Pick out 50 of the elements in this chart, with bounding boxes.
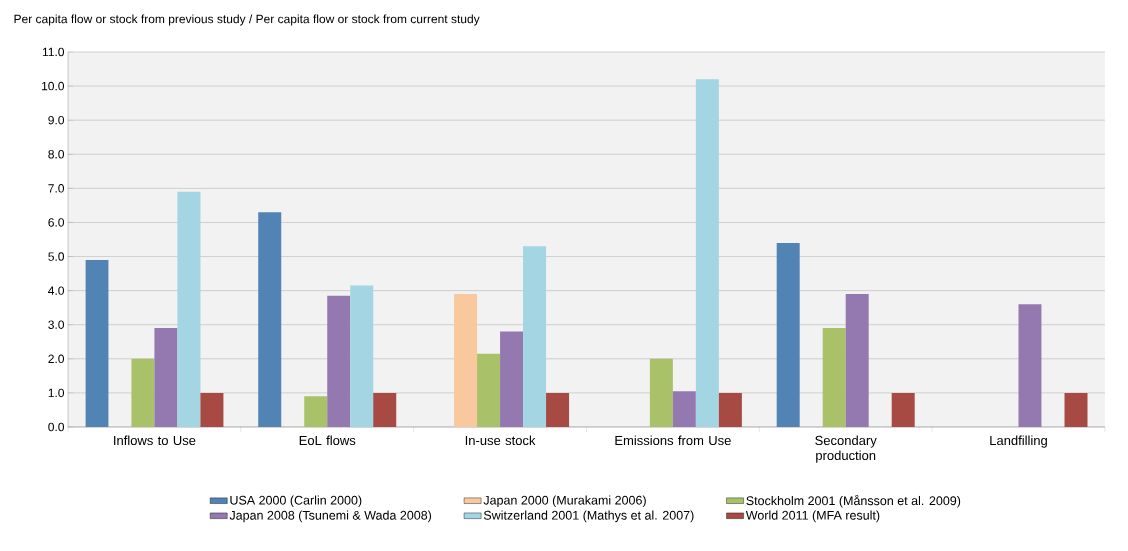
y-tick-label: 2.0 [48,354,65,364]
legend-label: Stockholm 2001 (Månsson et al. 2009) [746,494,961,508]
bar [546,392,570,427]
legend-label: USA 2000 (Carlin 2000) [230,495,362,508]
legend-label: World 2011 (MFA result) [745,510,880,523]
bar [154,328,178,427]
bar [845,294,869,427]
bar [672,391,696,427]
bar [718,392,742,427]
chart-title: Per capita flow or stock from previous study / Per capita flow or stock from current study [14,14,480,26]
legend-label: Japan 2000 (Murakami 2006) [483,495,646,508]
bar [327,295,351,427]
bar [373,392,397,427]
bar [454,294,478,427]
bar [200,392,224,427]
x-tick-label: Landfilling [990,435,1047,448]
y-tick-label: 10.0 [42,81,65,91]
y-tick-label: 11.0 [42,47,65,57]
y-tick-label: 0.0 [48,422,65,432]
bar [500,331,524,427]
bar [350,285,374,427]
y-tick-label: 1.0 [48,388,65,398]
legend-label: Japan 2008 (Tsunemi & Wada 2008) [229,510,432,523]
bar [649,358,673,427]
bar [822,328,846,427]
bar [776,242,800,427]
bar [85,259,109,427]
y-tick-label: 9.0 [48,115,65,125]
bar [523,246,547,427]
bar [258,212,282,427]
bar [131,358,155,427]
bar [304,396,328,427]
legend-label: Switzerland 2001 (Mathys et al. 2007) [483,510,694,523]
x-tick-label: Inflows to Use [114,435,196,446]
y-tick-label: 6.0 [48,218,65,227]
y-tick-label: 5.0 [48,252,65,261]
bar [477,353,501,427]
y-tick-label: 4.0 [48,286,65,295]
y-tick-label: 3.0 [48,320,65,329]
x-tick-label: Secondary production [815,435,877,463]
bar [891,392,915,427]
x-tick-label: EoL flows [299,435,356,446]
y-tick-label: 7.0 [48,184,65,193]
bar [695,79,719,427]
y-tick-label: 8.0 [48,150,65,159]
bar [177,191,201,427]
bar [1018,304,1042,427]
x-tick-label: In-use stock [465,435,536,446]
x-tick-label: Emissions from Use [615,435,731,446]
bar [1064,392,1088,427]
